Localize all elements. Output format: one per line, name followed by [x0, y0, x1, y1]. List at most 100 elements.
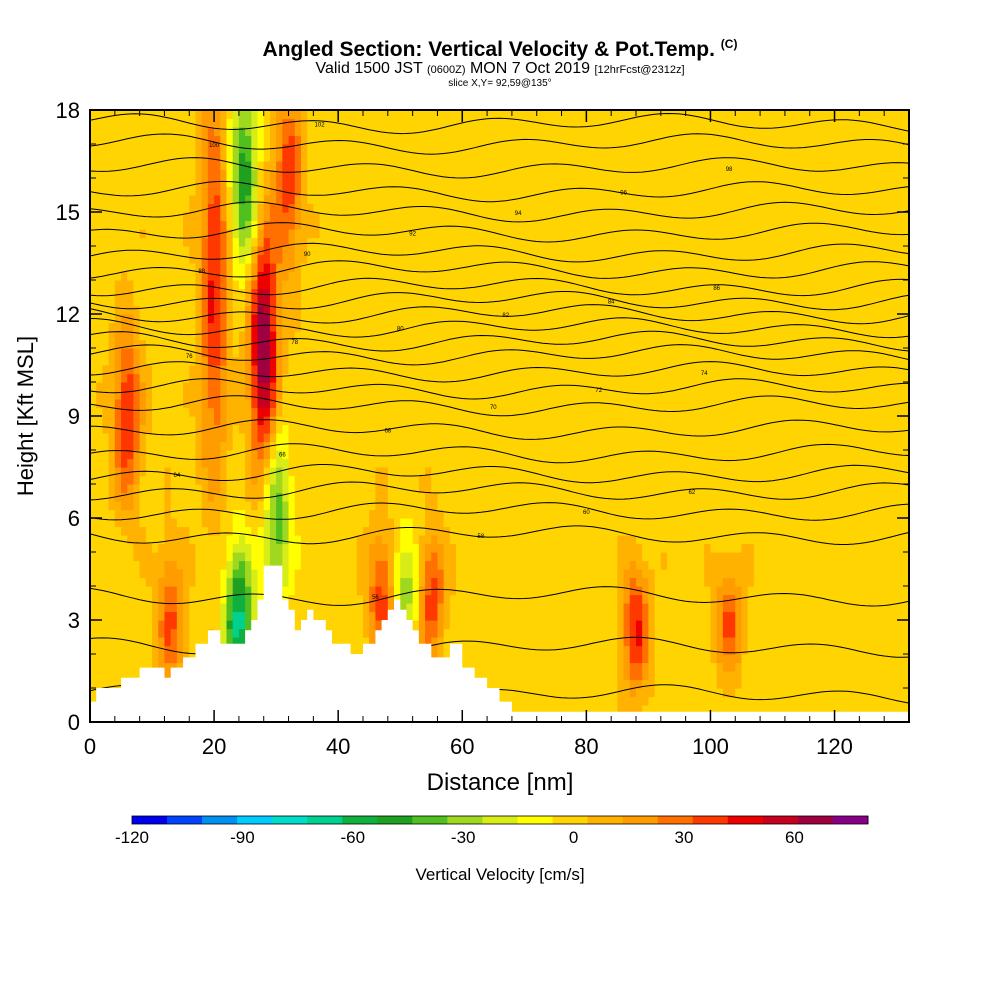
- field-cell: [139, 611, 147, 621]
- field-cell: [201, 416, 209, 426]
- field-cell: [443, 322, 451, 332]
- field-cell: [331, 475, 339, 485]
- field-cell: [394, 118, 401, 128]
- field-cell: [387, 331, 395, 341]
- field-cell: [344, 212, 352, 222]
- field-cell: [443, 314, 451, 324]
- field-cell: [133, 560, 141, 570]
- field-cell: [493, 441, 501, 451]
- field-cell: [145, 577, 153, 587]
- field-cell: [400, 152, 408, 162]
- field-cell: [139, 424, 147, 434]
- field-cell: [338, 297, 345, 307]
- field-cell: [468, 339, 476, 349]
- field-cell: [307, 339, 314, 349]
- field-cell: [294, 229, 302, 239]
- field-cell: [195, 382, 203, 392]
- field-cell: [176, 152, 184, 162]
- field-cell: [164, 501, 172, 511]
- field-cell: [412, 314, 420, 324]
- field-cell: [344, 178, 352, 188]
- field-cell: [425, 152, 432, 162]
- field-cell: [412, 254, 420, 264]
- field-cell: [232, 118, 240, 128]
- field-cell: [90, 620, 97, 630]
- field-cell: [121, 458, 128, 468]
- field-cell: [133, 331, 141, 341]
- field-cell: [152, 169, 159, 179]
- field-cell: [381, 577, 389, 587]
- field-cell: [300, 271, 308, 281]
- field-cell: [183, 161, 190, 171]
- field-cell: [462, 450, 470, 460]
- field-cell: [462, 407, 470, 417]
- field-cell: [251, 484, 259, 494]
- field-cell: [220, 331, 228, 341]
- field-cell: [356, 569, 364, 579]
- field-cell: [418, 203, 426, 213]
- field-cell: [139, 382, 147, 392]
- field-cell: [406, 280, 414, 290]
- field-cell: [152, 348, 159, 358]
- field-cell: [406, 186, 414, 196]
- field-cell: [207, 135, 215, 145]
- field-cell: [412, 475, 420, 485]
- field-cell: [443, 526, 451, 536]
- field-cell: [313, 297, 321, 307]
- field-cell: [183, 637, 190, 647]
- field-cell: [238, 586, 246, 596]
- field-cell: [505, 271, 513, 281]
- field-cell: [195, 475, 203, 485]
- field-cell: [263, 178, 271, 188]
- field-cell: [331, 492, 339, 502]
- field-cell: [480, 161, 488, 171]
- field-cell: [381, 246, 389, 256]
- field-cell: [468, 433, 476, 443]
- field-cell: [288, 229, 296, 239]
- field-cell: [288, 297, 296, 307]
- field-cell: [443, 297, 451, 307]
- field-cell: [189, 195, 197, 205]
- field-cell: [369, 195, 377, 205]
- field-cell: [108, 365, 116, 375]
- field-cell: [350, 127, 358, 137]
- field-cell: [214, 186, 221, 196]
- field-cell: [474, 297, 482, 307]
- field-cell: [499, 509, 507, 519]
- field-cell: [456, 229, 463, 239]
- field-cell: [201, 186, 209, 196]
- field-cell: [456, 314, 463, 324]
- field-cell: [474, 178, 482, 188]
- field-cell: [257, 152, 265, 162]
- field-cell: [468, 161, 476, 171]
- field-cell: [127, 671, 135, 681]
- field-cell: [96, 518, 104, 528]
- field-cell: [170, 314, 178, 324]
- field-cell: [480, 152, 488, 162]
- field-cell: [245, 237, 252, 247]
- field-cell: [263, 161, 271, 171]
- field-cell: [121, 212, 128, 222]
- field-cell: [375, 501, 383, 511]
- field-cell: [356, 399, 364, 409]
- field-cell: [468, 297, 476, 307]
- field-cell: [90, 696, 97, 706]
- field-cell: [127, 424, 135, 434]
- field-cell: [158, 535, 166, 545]
- field-cell: [170, 645, 178, 655]
- field-cell: [139, 501, 147, 511]
- field-cell: [201, 475, 209, 485]
- field-cell: [152, 458, 159, 468]
- field-cell: [449, 263, 457, 273]
- field-cell: [232, 407, 240, 417]
- field-cell: [269, 271, 277, 281]
- field-cell: [226, 135, 234, 145]
- field-cell: [108, 322, 116, 332]
- field-cell: [456, 127, 463, 137]
- field-cell: [282, 127, 290, 137]
- field-cell: [375, 110, 383, 120]
- field-cell: [425, 373, 432, 383]
- field-cell: [96, 526, 104, 536]
- field-cell: [356, 467, 364, 477]
- field-cell: [363, 305, 370, 315]
